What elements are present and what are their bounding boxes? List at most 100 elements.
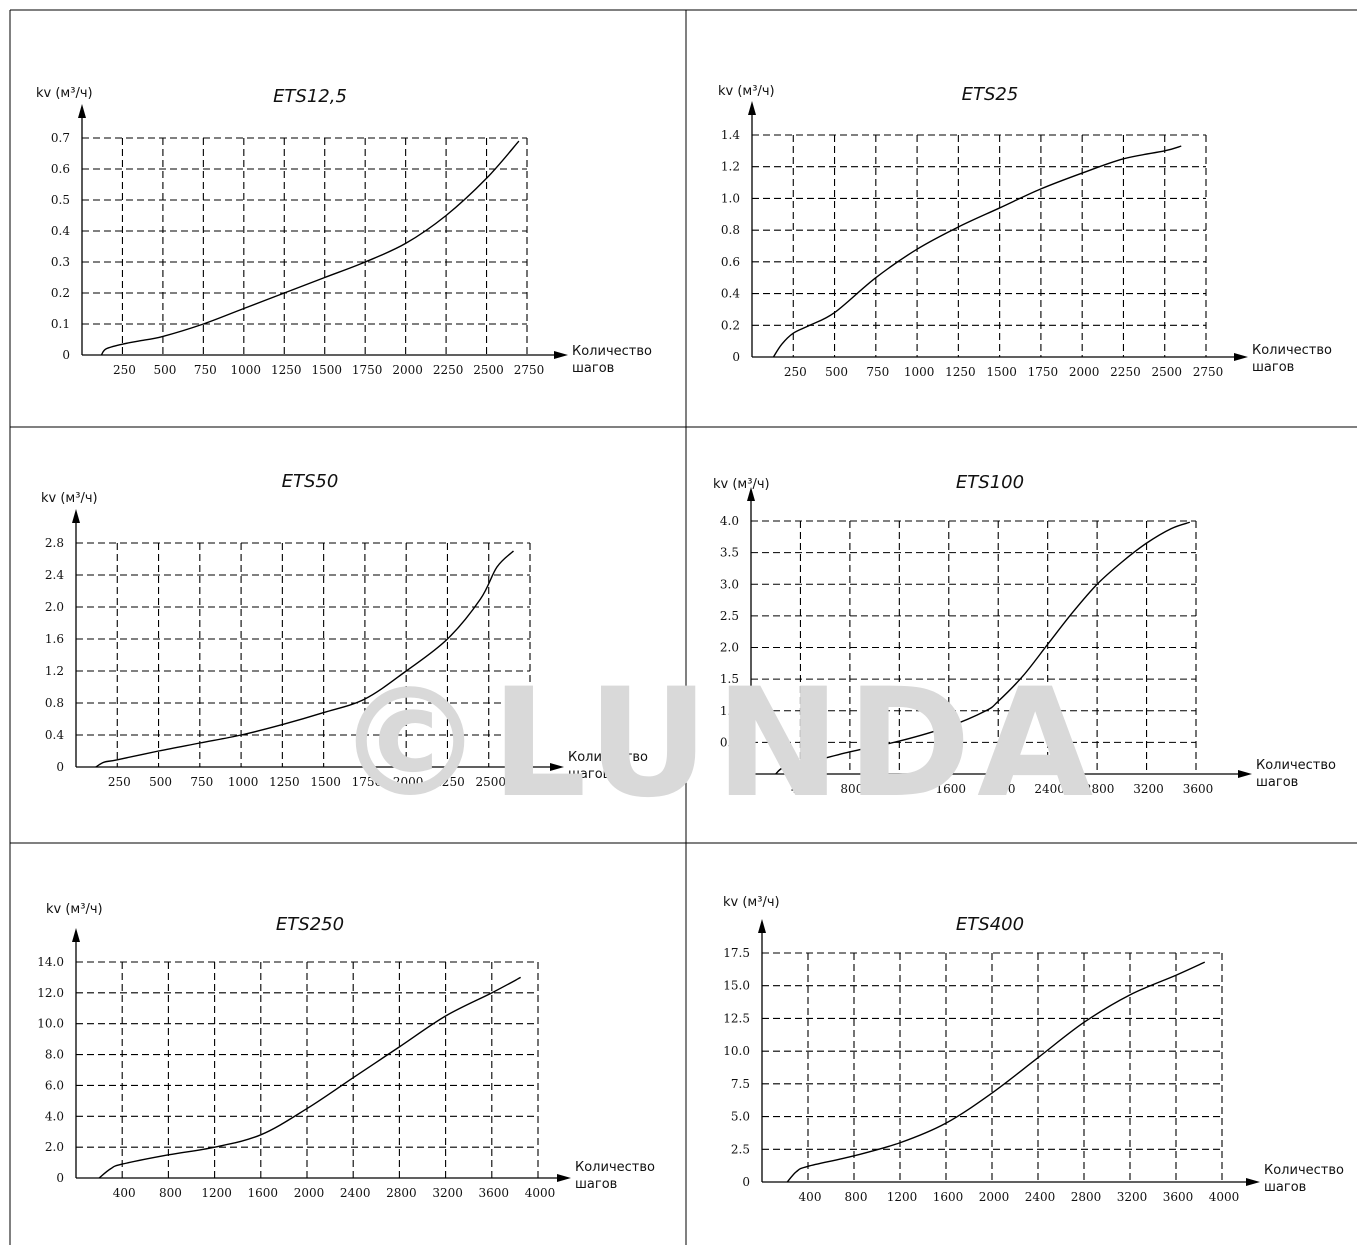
y-tick-label: 0.4 [721, 287, 740, 301]
y-tick-label: 1.0 [720, 704, 739, 718]
y-tick-label: 7.5 [731, 1077, 750, 1091]
x-tick-label: 1500 [311, 363, 342, 377]
y-tick-label: 0.8 [721, 223, 740, 237]
chart-title: ETS50 [282, 471, 339, 492]
chart-title: ETS100 [956, 472, 1024, 493]
x-axis-title: Количество шагов [572, 344, 652, 376]
y-tick-label: 0.4 [51, 224, 70, 238]
x-tick-label: 2750 [514, 363, 545, 377]
x-tick-label: 2000 [985, 782, 1016, 796]
series-line [772, 145, 1182, 358]
x-tick-label: 2000 [294, 1186, 325, 1200]
x-tick-label: 3600 [479, 1186, 510, 1200]
y-tick-label: 1.6 [45, 632, 64, 646]
x-tick-label: 1500 [310, 775, 341, 789]
chart-6: 0 2.5 5.0 7.5 10.0 12.5 15.0 17.5 400 800 1200 1600… [723, 895, 1344, 1204]
x-tick-label: 2000 [1069, 365, 1100, 379]
y-tick-label: 3.0 [720, 577, 739, 591]
x-tick-label: 2500 [473, 363, 504, 377]
y-tick-label: 17.5 [723, 946, 750, 960]
x-tick-label: 2800 [386, 1186, 417, 1200]
y-axis-title: kv (м³/ч) [718, 84, 775, 99]
x-tick-label: 2250 [1110, 365, 1141, 379]
y-axis-arrow [72, 928, 80, 942]
y-tick-label: 0.4 [45, 728, 64, 742]
y-axis-title: kv (м³/ч) [41, 491, 98, 506]
y-tick-label: 15.0 [723, 979, 750, 993]
y-axis-arrow [748, 101, 756, 115]
y-tick-label: 1.2 [45, 664, 64, 678]
y-tick-label: 0 [732, 350, 740, 364]
y-tick-label: 4.0 [720, 514, 739, 528]
x-tick-label: 750 [194, 363, 217, 377]
x-tick-label: 400 [799, 1190, 822, 1204]
x-tick-label: 500 [149, 775, 172, 789]
y-tick-label: 0.1 [51, 317, 70, 331]
x-tick-label: 3200 [432, 1186, 463, 1200]
x-tick-label: 2000 [393, 775, 424, 789]
x-tick-label: 1250 [269, 775, 300, 789]
chart-3: 0 0.4 0.8 1.2 1.6 2.0 2.4 2.8 250 500 750 1000 1250 1… [41, 471, 648, 789]
x-axis-arrow [1246, 1178, 1260, 1186]
y-axis-arrow [747, 487, 755, 501]
x-tick-label: 400 [791, 782, 814, 796]
x-tick-label: 2250 [434, 775, 465, 789]
y-tick-label: 2.0 [45, 1140, 64, 1154]
x-axis-arrow [550, 763, 564, 771]
y-tick-label: 0.2 [51, 286, 70, 300]
series-line [98, 976, 522, 1179]
x-tick-label: 1200 [201, 1186, 232, 1200]
y-axis-title: kv (м³/ч) [36, 86, 93, 101]
x-tick-label: 2500 [475, 775, 506, 789]
chart-1: 0 0.1 0.2 0.3 0.4 0.5 0.6 0.7 250 500 750 1000 1250 1… [36, 86, 652, 377]
x-tick-label: 2000 [392, 363, 423, 377]
y-tick-label: 0 [56, 760, 64, 774]
x-axis-title: Количество шагов [568, 750, 648, 782]
y-tick-label: 2.5 [720, 609, 739, 623]
x-tick-label: 1750 [1028, 365, 1059, 379]
x-tick-label: 750 [866, 365, 889, 379]
y-tick-label: 0.6 [51, 162, 70, 176]
y-axis-title: kv (м³/ч) [723, 895, 780, 910]
x-tick-label: 2400 [1025, 1190, 1056, 1204]
chart-4: 0 0.5 1.0 1.5 2.0 2.5 3.0 3.5 4.0 400 800 1200 1600 2… [713, 472, 1336, 796]
y-tick-label: 0.7 [51, 131, 70, 145]
x-tick-label: 2750 [517, 775, 548, 789]
chart-title: ETS250 [276, 914, 344, 935]
x-axis-arrow [1238, 770, 1252, 778]
x-tick-label: 1250 [945, 365, 976, 379]
y-axis-arrow [758, 919, 766, 933]
x-tick-label: 1500 [986, 365, 1017, 379]
x-tick-label: 800 [159, 1186, 182, 1200]
x-tick-label: 4000 [525, 1186, 556, 1200]
x-tick-label: 2800 [1071, 1190, 1102, 1204]
y-tick-label: 0.6 [721, 255, 740, 269]
x-axis-arrow [554, 351, 568, 359]
x-tick-label: 500 [153, 363, 176, 377]
y-tick-label: 1.0 [721, 191, 740, 205]
y-tick-label: 6.0 [45, 1078, 64, 1092]
y-tick-label: 1.5 [720, 672, 739, 686]
y-axis-arrow [72, 509, 80, 523]
y-tick-label: 8.0 [45, 1048, 64, 1062]
x-tick-label: 1750 [352, 363, 383, 377]
x-tick-label: 1600 [248, 1186, 279, 1200]
y-tick-label: 10.0 [37, 1017, 64, 1031]
x-tick-label: 3200 [1117, 1190, 1148, 1204]
y-tick-label: 0.5 [720, 735, 739, 749]
y-tick-label: 2.0 [45, 600, 64, 614]
x-tick-label: 2750 [1193, 365, 1224, 379]
y-tick-label: 2.0 [720, 641, 739, 655]
y-tick-label: 1.2 [721, 160, 740, 174]
x-tick-label: 2800 [1084, 782, 1115, 796]
x-tick-label: 1250 [271, 363, 302, 377]
x-axis-title: Количество шагов [1252, 343, 1332, 375]
x-tick-label: 2400 [340, 1186, 371, 1200]
y-tick-label: 0 [56, 1171, 64, 1185]
x-tick-label: 1000 [231, 363, 262, 377]
chart-title: ETS12,5 [273, 86, 347, 107]
x-tick-label: 1000 [228, 775, 259, 789]
chart-title: ETS400 [956, 914, 1024, 935]
